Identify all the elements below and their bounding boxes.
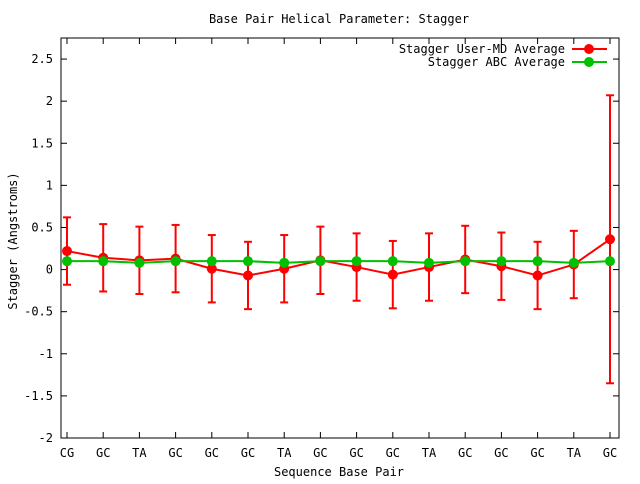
x-axis-label: Sequence Base Pair [274, 465, 404, 479]
y-tick-label: -1 [39, 347, 53, 361]
data-point-user-md [243, 270, 253, 281]
y-tick-label: 2 [46, 94, 53, 108]
x-tick-label: GC [349, 446, 363, 460]
y-tick-label: 1.5 [31, 136, 53, 150]
legend-label: Stagger User-MD Average [399, 42, 565, 56]
data-point-user-md [605, 234, 615, 245]
data-point-abc [424, 257, 434, 268]
data-point-user-md [387, 269, 398, 280]
data-point-abc [98, 256, 109, 267]
data-point-abc [62, 256, 72, 267]
data-point-abc [387, 256, 398, 267]
data-point-abc [605, 256, 615, 267]
x-tick-label: TA [277, 446, 292, 460]
chart-title: Base Pair Helical Parameter: Stagger [209, 12, 469, 26]
data-point-abc [568, 257, 579, 268]
data-point-abc [315, 256, 326, 267]
x-tick-label: GC [313, 446, 327, 460]
x-tick-label: TA [567, 446, 582, 460]
data-point-user-md [532, 270, 543, 281]
y-tick-label: 2.5 [31, 52, 53, 66]
x-tick-label: GC [530, 446, 544, 460]
x-tick-label: CG [60, 446, 74, 460]
data-point-abc [460, 256, 471, 267]
y-tick-label: 0 [46, 263, 53, 277]
x-tick-label: GC [386, 446, 400, 460]
y-tick-label: -0.5 [24, 305, 53, 319]
series-line-abc [67, 260, 611, 264]
legend-marker [584, 44, 594, 54]
data-point-abc [279, 257, 290, 268]
data-point-abc [134, 257, 145, 268]
data-point-abc [532, 256, 543, 267]
series-user-md [62, 94, 615, 385]
x-tick-label: GC [205, 446, 219, 460]
y-tick-label: -1.5 [24, 389, 53, 403]
data-point-abc [206, 256, 217, 267]
x-tick-label: GC [168, 446, 182, 460]
y-tick-label: 0.5 [31, 220, 53, 234]
data-point-abc [170, 256, 181, 267]
y-tick-label: 1 [46, 178, 53, 192]
series-line-user-md [66, 238, 611, 277]
data-point-abc [351, 256, 362, 267]
series-abc [62, 256, 615, 268]
x-tick-label: TA [422, 446, 437, 460]
data-point-user-md [62, 246, 72, 257]
data-point-user-md [206, 263, 217, 274]
x-tick-label: GC [458, 446, 472, 460]
x-tick-label: GC [603, 446, 617, 460]
plot-frame [60, 37, 620, 439]
data-point-abc [243, 256, 253, 267]
data-point-abc [496, 256, 507, 267]
legend-label: Stagger ABC Average [428, 55, 565, 69]
legend-marker [584, 57, 594, 67]
x-tick-label: GC [494, 446, 508, 460]
y-tick-label: -2 [39, 431, 53, 445]
x-tick-label: GC [241, 446, 255, 460]
x-tick-label: GC [96, 446, 110, 460]
plot-area: -2 -1.5 -1 -0.5 0 0.5 1 1.5 2 2.5 CG GC TA GC GC GC TA GC… [24, 37, 620, 460]
y-axis-label: Stagger (Angstroms) [6, 172, 20, 309]
x-tick-label: TA [132, 446, 147, 460]
